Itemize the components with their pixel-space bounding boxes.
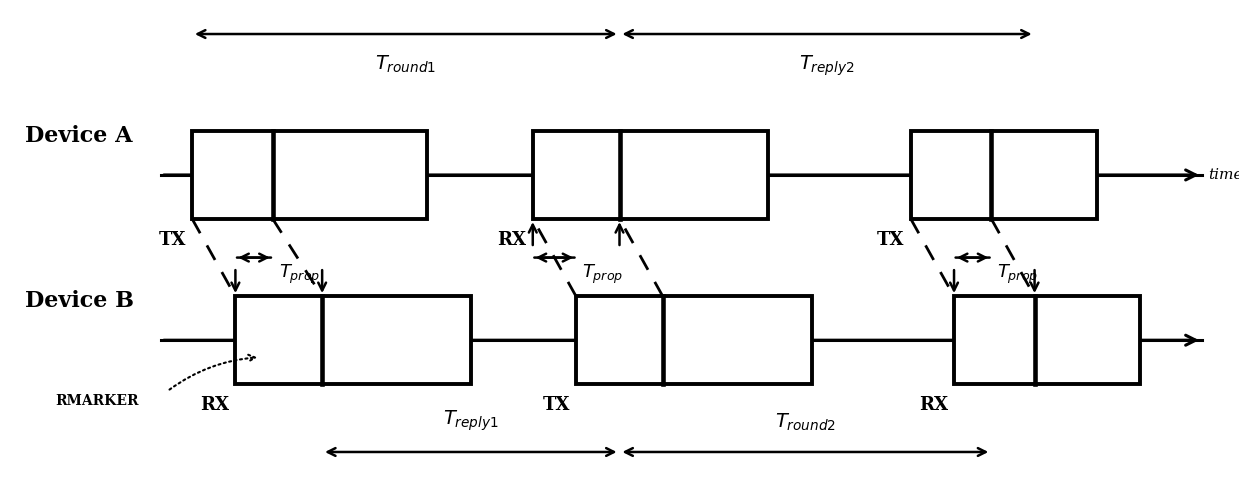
Text: TX: TX — [543, 396, 570, 414]
Text: TX: TX — [159, 231, 186, 249]
Text: $T_{prop}$: $T_{prop}$ — [279, 262, 320, 286]
Bar — [235, 296, 471, 384]
Bar — [954, 296, 1140, 384]
Bar — [192, 131, 427, 219]
Text: RX: RX — [918, 396, 948, 414]
Bar — [576, 296, 812, 384]
Bar — [533, 131, 768, 219]
Text: $T_{reply1}$: $T_{reply1}$ — [442, 408, 499, 433]
Text: $T_{round1}$: $T_{round1}$ — [375, 53, 436, 75]
Text: $T_{prop}$: $T_{prop}$ — [582, 262, 623, 286]
Text: time: time — [1208, 168, 1239, 182]
Text: $T_{round2}$: $T_{round2}$ — [774, 411, 836, 433]
Text: Device A: Device A — [25, 125, 133, 147]
Text: Device B: Device B — [25, 290, 134, 312]
Text: $T_{prop}$: $T_{prop}$ — [997, 262, 1038, 286]
Text: RMARKER: RMARKER — [56, 394, 139, 408]
Text: RX: RX — [497, 231, 527, 249]
Text: TX: TX — [877, 231, 904, 249]
Bar — [911, 131, 1097, 219]
Text: $T_{reply2}$: $T_{reply2}$ — [799, 53, 855, 78]
Text: RX: RX — [199, 396, 229, 414]
